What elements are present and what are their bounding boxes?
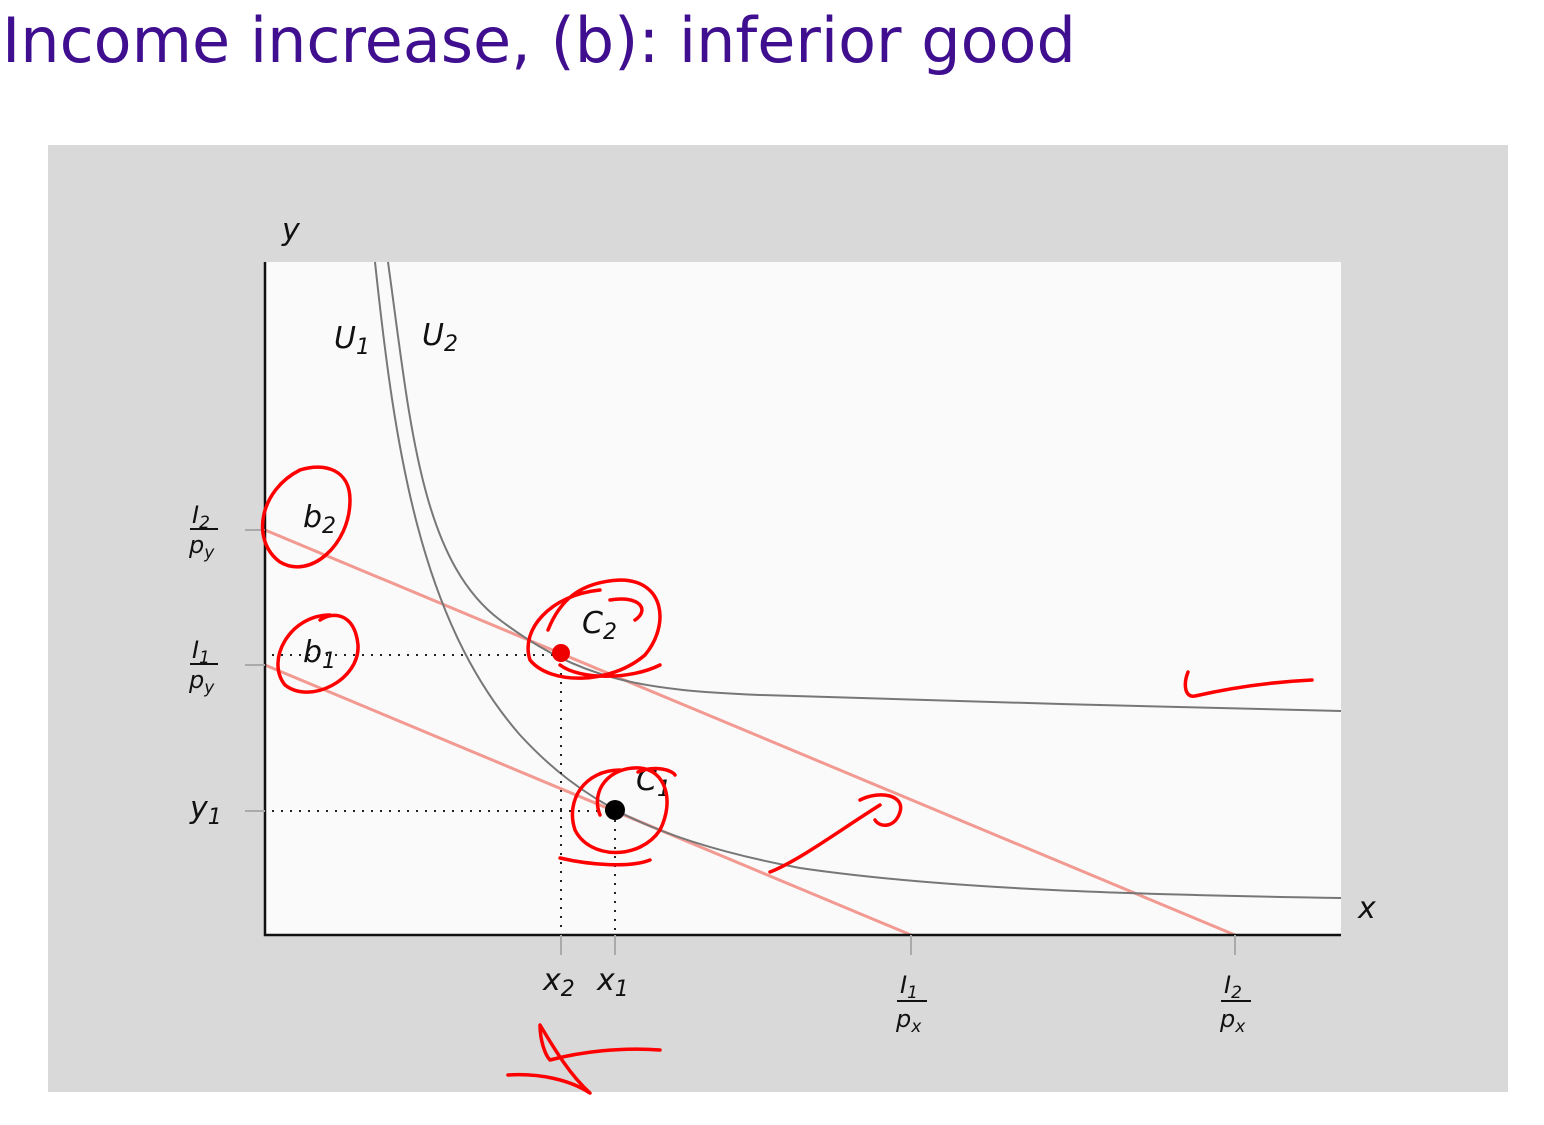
x-tick-fraction: I2 px <box>1219 971 1251 1037</box>
numerator: I2 <box>1224 971 1242 1003</box>
ink-check <box>506 1023 662 1095</box>
numerator: I1 <box>192 636 210 668</box>
budget-line-2 <box>264 528 1236 937</box>
ink-stroke <box>608 597 644 622</box>
indifference-curve-2 <box>387 261 1342 712</box>
curve-label: U2 <box>422 318 458 357</box>
point-label-sub: 2 <box>322 514 336 539</box>
num-base: I <box>900 971 907 999</box>
y-tick-fraction: I2 py <box>188 501 218 563</box>
den-sub: y <box>203 543 215 563</box>
tick-base: x <box>596 963 615 998</box>
point-c1 <box>605 800 625 820</box>
point-label-base: C <box>582 606 603 641</box>
curve-label-sub: 1 <box>356 335 370 360</box>
num-sub: 1 <box>199 648 210 668</box>
denominator: px <box>1219 1005 1246 1037</box>
plot-area <box>265 262 1341 935</box>
y-tick-label: y1 <box>189 791 222 830</box>
den-sub: x <box>1234 1017 1246 1037</box>
num-sub: 1 <box>907 983 918 1003</box>
x-axis-label: x <box>1357 891 1376 926</box>
point-label: b1 <box>303 635 336 674</box>
denominator: px <box>895 1005 922 1037</box>
guides <box>272 654 616 935</box>
num-base: I <box>192 501 199 529</box>
ink-circle <box>558 766 677 867</box>
curve-label-sub: 2 <box>444 332 458 357</box>
x-tick-fraction: I1 px <box>895 971 927 1037</box>
ink-circle <box>526 578 662 680</box>
num-base: I <box>192 636 199 664</box>
axes <box>263 262 1341 937</box>
den-sub: y <box>203 678 215 698</box>
curve-label-base: U <box>334 321 356 356</box>
y-tick-fraction: I1 py <box>188 636 218 698</box>
y-axis-label: y <box>281 213 301 248</box>
den-base: p <box>1219 1005 1235 1033</box>
x-tick-label: x1 <box>596 963 629 1002</box>
ink-circle <box>260 465 352 569</box>
ink-arrow <box>768 793 903 874</box>
num-sub: 2 <box>1231 983 1242 1003</box>
den-base: p <box>188 666 204 694</box>
tick-sub: 2 <box>561 977 575 1002</box>
point-label-sub: 1 <box>322 649 336 674</box>
den-base: p <box>188 531 204 559</box>
point-label: C2 <box>582 606 617 645</box>
point-label-sub: 2 <box>603 620 617 645</box>
point-c2 <box>552 644 570 662</box>
ink-circle <box>276 613 360 694</box>
tick-base: y <box>189 791 209 826</box>
tick-sub: 1 <box>208 805 222 830</box>
num-sub: 2 <box>199 513 210 533</box>
den-sub: x <box>910 1017 922 1037</box>
num-base: I <box>1224 971 1231 999</box>
ink-annotations <box>260 465 1314 1095</box>
curve-label-base: U <box>422 318 444 353</box>
ink-check <box>1183 670 1314 698</box>
point-label: b2 <box>303 500 336 539</box>
tick-sub: 1 <box>615 977 629 1002</box>
denominator: py <box>188 666 215 698</box>
numerator: I2 <box>192 501 210 533</box>
slide-title: Income increase, (b): inferior good <box>2 4 1076 77</box>
numerator: I1 <box>900 971 918 1003</box>
point-label-base: b <box>303 635 322 670</box>
x-tick-label: x2 <box>542 963 575 1002</box>
den-base: p <box>895 1005 911 1033</box>
curve-label: U1 <box>334 321 370 360</box>
tick-base: x <box>542 963 561 998</box>
budget-line-1 <box>264 663 912 937</box>
indifference-curve-1 <box>374 261 1342 899</box>
point-label-base: b <box>303 500 322 535</box>
denominator: py <box>188 531 215 563</box>
